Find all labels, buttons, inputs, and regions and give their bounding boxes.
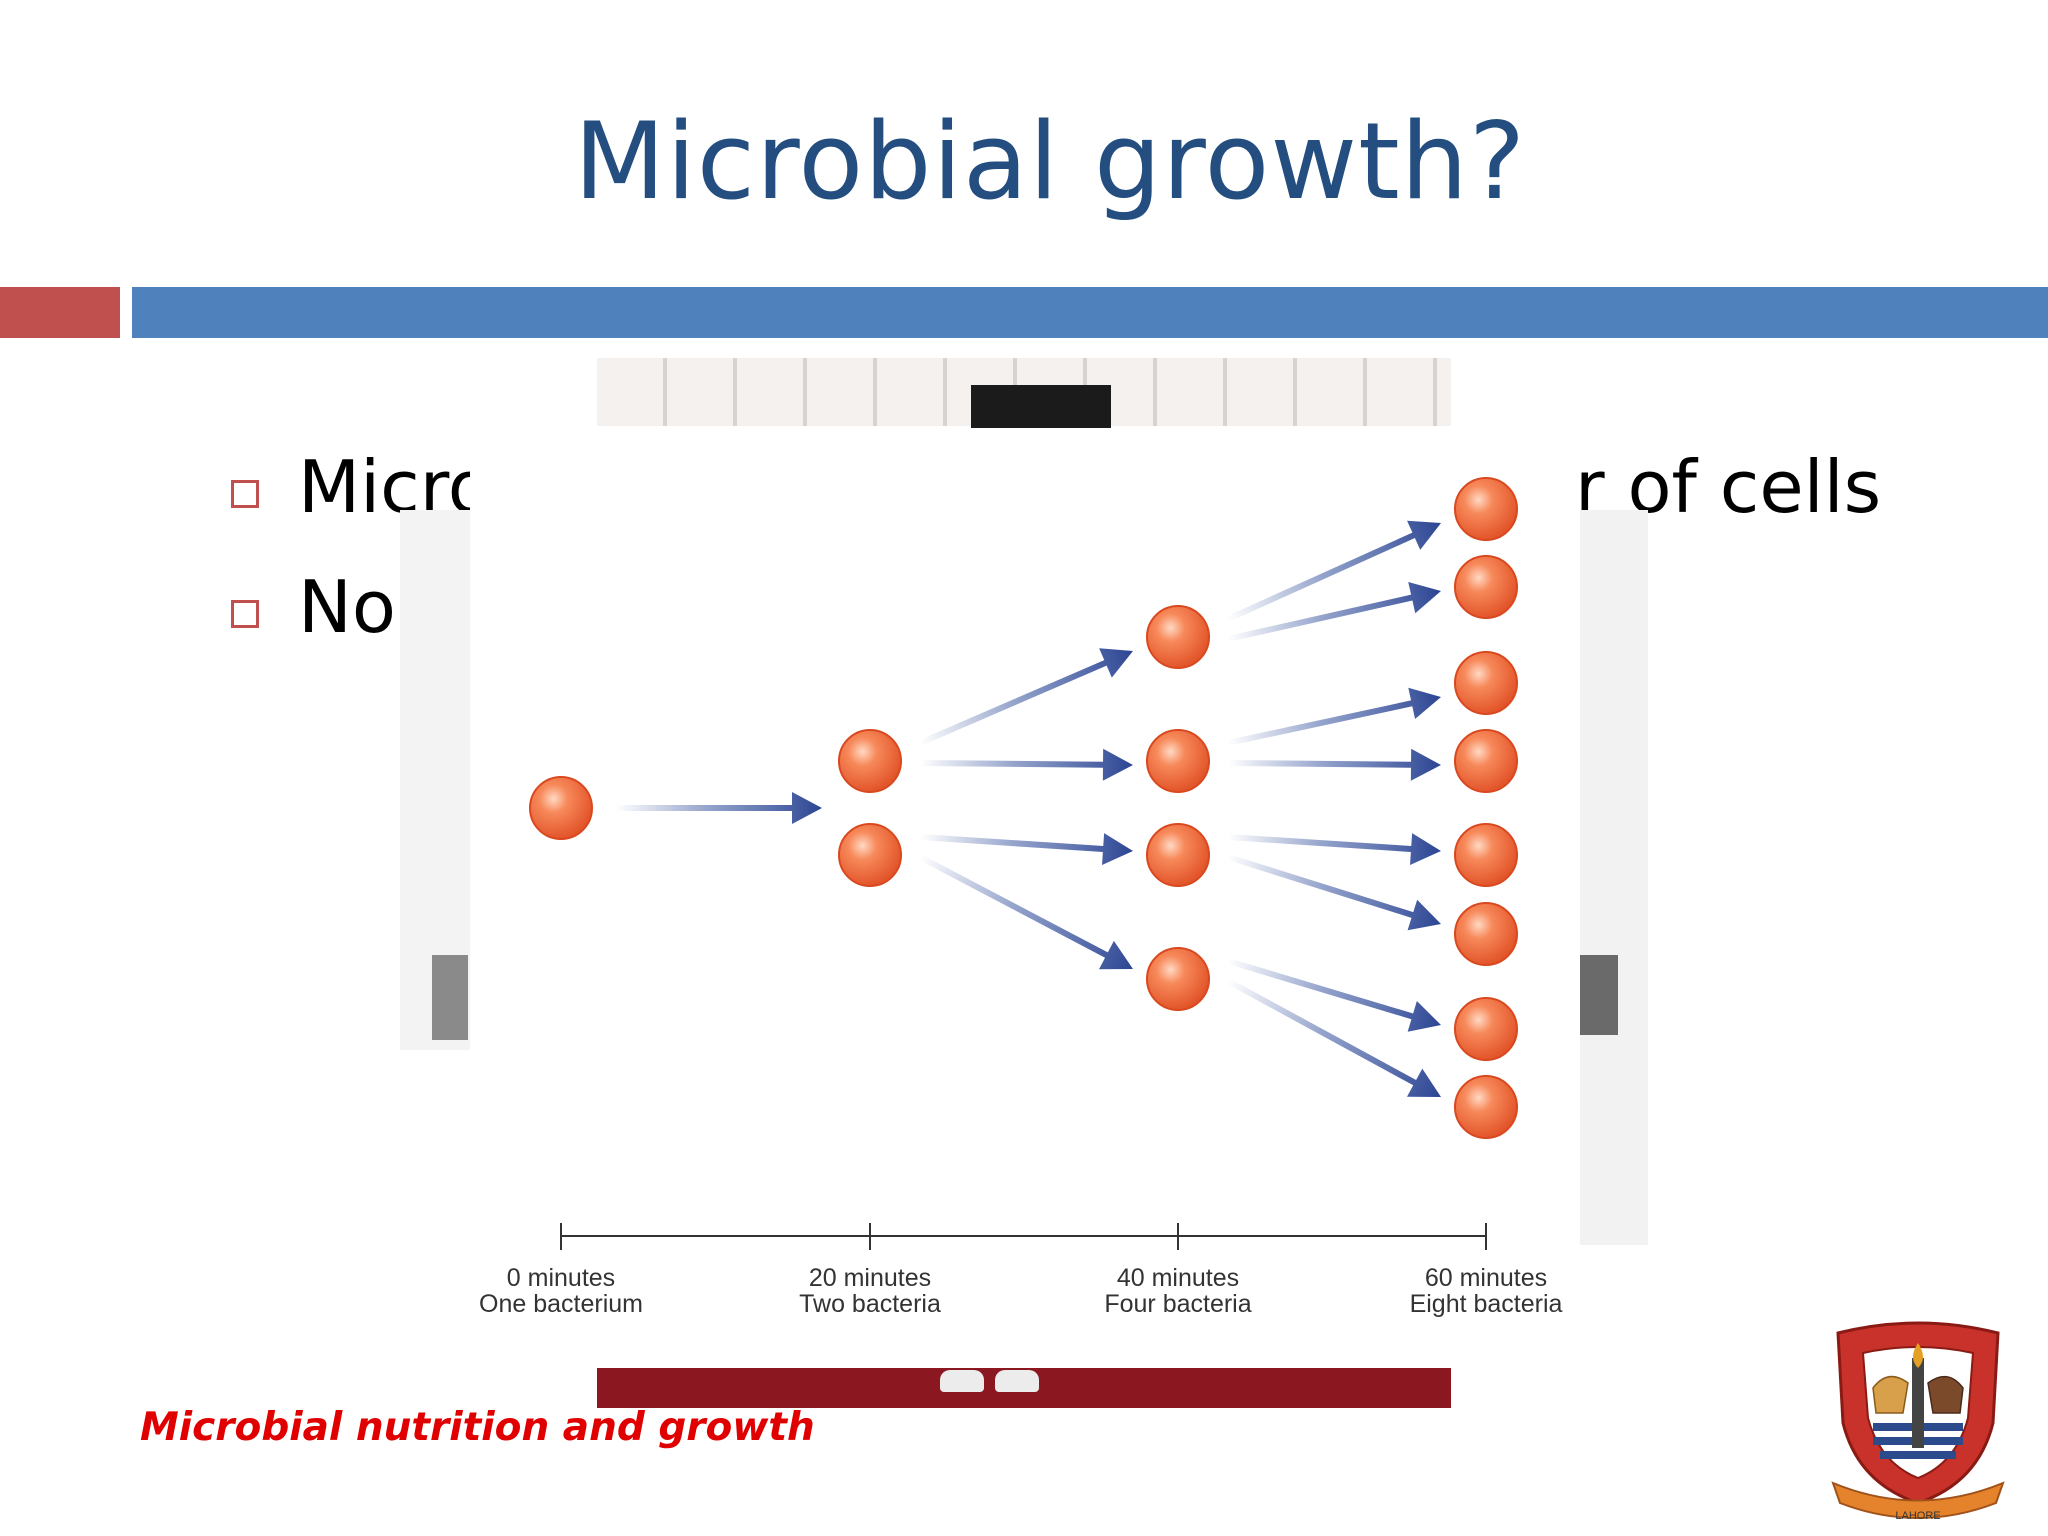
- division-arrow: [1226, 978, 1442, 1098]
- bacterium-cell: [1454, 651, 1518, 715]
- bacterium-cell: [838, 823, 902, 887]
- bacterium-cell: [1146, 823, 1210, 887]
- background-photo-right-shadow: [1578, 955, 1618, 1035]
- time-label: 60 minutes: [1425, 1264, 1547, 1292]
- bullet-square-icon: [231, 600, 259, 628]
- title-accent-bar-red: [0, 287, 120, 338]
- bacterium-cell: [1454, 902, 1518, 966]
- logo-caption: LAHORE: [1895, 1510, 1940, 1522]
- division-arrow: [918, 854, 1133, 970]
- bacterium-cell: [1454, 823, 1518, 887]
- bullet-2-text-left: No: [298, 565, 396, 649]
- arrows-layer: [616, 520, 1442, 1098]
- background-photo-left-shadow: [432, 955, 468, 1040]
- division-arrow: [1226, 520, 1441, 622]
- division-arrow: [918, 648, 1133, 746]
- background-photo-shoe: [940, 1370, 984, 1392]
- time-label: 20 minutes: [809, 1264, 931, 1292]
- bacterium-cell: [1454, 555, 1518, 619]
- bacterium-cell: [1454, 997, 1518, 1061]
- bacterium-cell: [1454, 1075, 1518, 1139]
- division-arrow: [919, 748, 1133, 781]
- time-label: 0 minutes: [507, 1264, 615, 1292]
- division-arrow: [1227, 958, 1441, 1032]
- bullet-square-icon: [231, 480, 259, 508]
- timeline-axis: 0 minutes One bacterium 20 minutes Two b…: [479, 1223, 1563, 1318]
- time-label: 40 minutes: [1117, 1264, 1239, 1292]
- cells-layer: [529, 477, 1518, 1139]
- division-arrow: [1227, 581, 1441, 642]
- bacterium-cell: [838, 729, 902, 793]
- title-accent-bar-blue: [132, 287, 2048, 338]
- count-caption: One bacterium: [479, 1290, 643, 1318]
- division-arrow: [1227, 854, 1441, 931]
- division-arrow: [1227, 687, 1442, 746]
- diagram-canvas: 0 minutes One bacterium 20 minutes Two b…: [479, 477, 1563, 1318]
- background-photo-right-edge: [1570, 510, 1648, 1245]
- count-caption: Four bacteria: [1104, 1290, 1251, 1318]
- bacterium-cell: [1146, 947, 1210, 1011]
- bacterium-cell: [1146, 605, 1210, 669]
- division-arrow: [1227, 833, 1442, 865]
- bacterial-doubling-diagram: 0 minutes One bacterium 20 minutes Two b…: [470, 428, 1580, 1368]
- background-photo-shoe: [995, 1370, 1039, 1392]
- bacterium-cell: [529, 776, 593, 840]
- division-arrow: [1227, 748, 1441, 781]
- division-arrow: [616, 792, 822, 824]
- count-caption: Two bacteria: [799, 1290, 941, 1318]
- footer-subtitle: Microbial nutrition and growth: [140, 1405, 815, 1450]
- slide-title: Microbial growth?: [573, 100, 1527, 223]
- bacterium-cell: [1454, 729, 1518, 793]
- division-arrow: [919, 833, 1134, 865]
- count-caption: Eight bacteria: [1410, 1290, 1563, 1318]
- bacterium-cell: [1146, 729, 1210, 793]
- university-crest-logo: LAHORE: [1831, 1321, 2005, 1522]
- bacterium-cell: [1454, 477, 1518, 541]
- background-photo-door: [971, 385, 1111, 430]
